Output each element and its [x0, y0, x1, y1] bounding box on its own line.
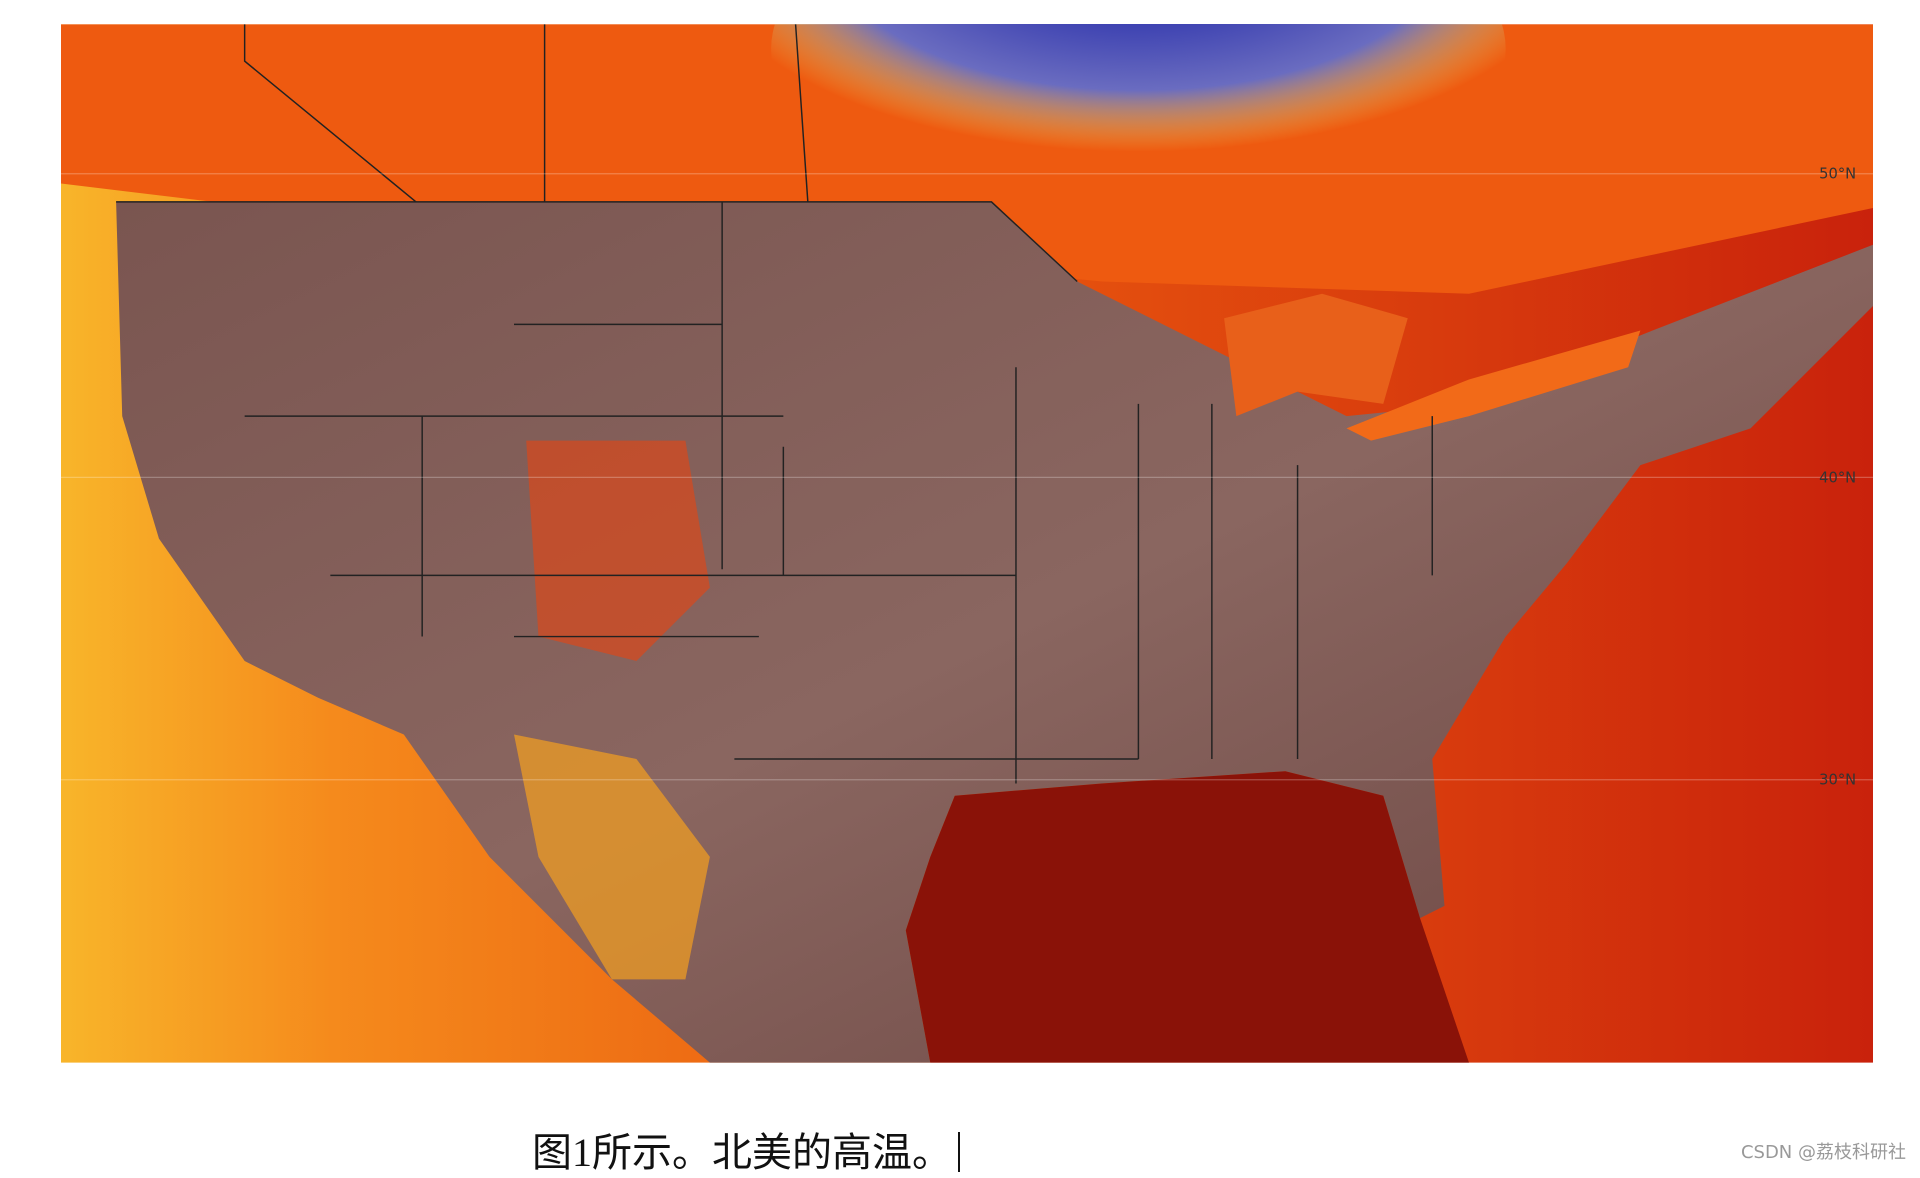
- text-cursor: [958, 1132, 960, 1172]
- heat-map: 50°N 40°N 30°N: [61, 24, 1873, 1063]
- graticule: [61, 173, 1873, 781]
- lat-label: 50°N: [1819, 166, 1856, 183]
- lakes: [1346, 330, 1641, 441]
- hot-spot: [526, 440, 710, 662]
- watermark: CSDN @荔枝科研社: [1740, 1142, 1906, 1163]
- great-lakes: [1224, 293, 1408, 417]
- caption-text: 图1所示。北美的高温。: [532, 1130, 952, 1175]
- borders: [116, 24, 1433, 784]
- caption: 图1所示。北美的高温。: [532, 1120, 960, 1178]
- lat-label: 30°N: [1819, 772, 1856, 789]
- gulf: [905, 771, 1469, 1063]
- cold-air: [771, 24, 1506, 221]
- lat-label: 40°N: [1819, 469, 1856, 486]
- hot-spot: [514, 734, 710, 980]
